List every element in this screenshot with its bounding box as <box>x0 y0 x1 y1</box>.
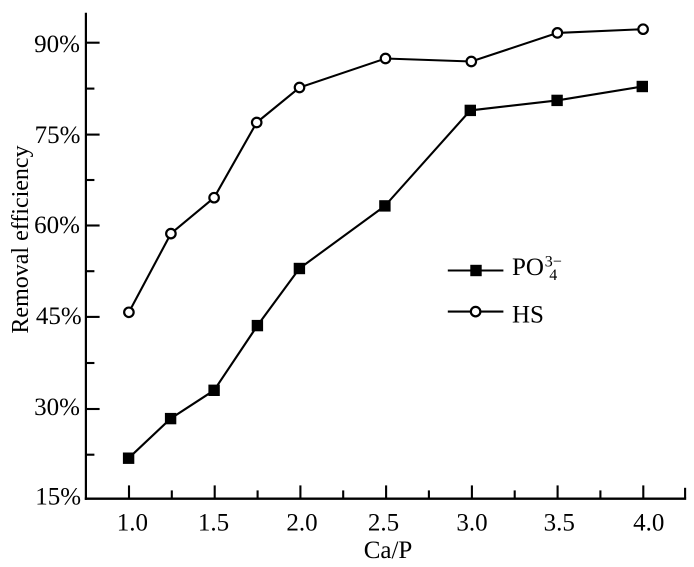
svg-text:1.5: 1.5 <box>198 510 229 537</box>
svg-text:3.5: 3.5 <box>544 510 575 537</box>
svg-text:Removal efficiency: Removal efficiency <box>8 145 34 333</box>
svg-text:4: 4 <box>549 267 557 284</box>
svg-text:1.0: 1.0 <box>117 510 148 537</box>
svg-text:45%: 45% <box>36 303 82 330</box>
svg-text:30%: 30% <box>34 394 80 421</box>
svg-text:90%: 90% <box>34 31 80 58</box>
svg-text:4.0: 4.0 <box>633 510 664 537</box>
svg-text:2.5: 2.5 <box>368 510 399 537</box>
svg-text:2.0: 2.0 <box>286 510 317 537</box>
svg-text:15%: 15% <box>35 484 81 511</box>
svg-text:3.0: 3.0 <box>456 510 487 537</box>
svg-text:HS: HS <box>512 302 544 329</box>
svg-text:75%: 75% <box>35 122 81 149</box>
svg-text:3−: 3− <box>545 254 562 271</box>
svg-text:60%: 60% <box>34 212 80 239</box>
svg-text:PO: PO <box>512 254 544 281</box>
svg-text:Ca/P: Ca/P <box>364 537 413 564</box>
